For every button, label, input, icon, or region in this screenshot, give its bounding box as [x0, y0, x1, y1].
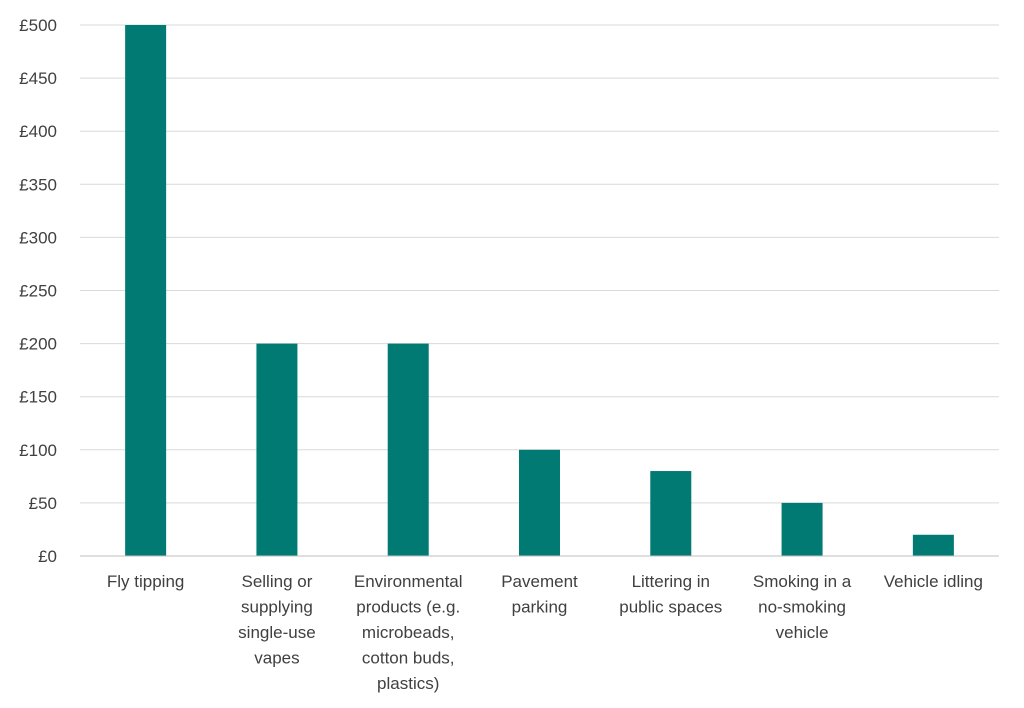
x-category-label: Vehicle idling	[884, 572, 983, 591]
x-category-label: Pavement parking	[501, 572, 578, 617]
x-category-label-line: supplying	[241, 598, 313, 617]
x-category-label-line: cotton buds,	[362, 649, 455, 668]
x-category-label: Environmental products (e.g. microbeads, co…	[354, 572, 463, 693]
x-category-label-line: public spaces	[619, 598, 722, 617]
x-category-label: Smoking in a no-smoking vehicle	[753, 572, 852, 642]
x-category-label-line: Environmental	[354, 572, 463, 591]
x-category-label-line: vehicle	[776, 623, 829, 642]
gridlines	[80, 24, 999, 504]
bar	[256, 343, 298, 556]
y-tick-label: £350	[19, 175, 57, 194]
x-category-label-line: parking	[512, 598, 568, 617]
x-category-label: Selling or supplying single-use vapes	[238, 572, 316, 668]
bar	[650, 471, 692, 556]
x-category-label-line: Fly tipping	[107, 572, 184, 591]
x-axis-category-labels: Fly tipping Selling or supplying single-use…	[107, 572, 983, 693]
x-category-label: Fly tipping	[107, 572, 184, 591]
bar	[912, 534, 954, 556]
x-category-label-line: single-use	[238, 623, 316, 642]
x-category-label: Littering in public spaces	[619, 572, 722, 617]
bar	[519, 449, 560, 556]
bar	[387, 343, 429, 556]
y-axis-tick-labels: £0 £50 £100 £150 £200 £250 £300 £350 £400 £450 £50…	[19, 16, 57, 566]
x-category-label-line: vapes	[254, 649, 299, 668]
y-tick-label: £100	[19, 441, 57, 460]
x-category-label-line: plastics)	[377, 674, 439, 693]
y-tick-label: £400	[19, 122, 57, 141]
y-tick-label: £450	[19, 69, 57, 88]
y-tick-label: £200	[19, 335, 57, 354]
x-category-label-line: products (e.g.	[356, 598, 460, 617]
x-category-label-line: Littering in	[632, 572, 710, 591]
y-tick-label: £300	[19, 228, 57, 247]
y-tick-label: £0	[38, 547, 57, 566]
y-tick-label: £50	[29, 494, 57, 513]
y-tick-label: £150	[19, 388, 57, 407]
bars	[125, 25, 954, 556]
x-category-label-line: Vehicle idling	[884, 572, 983, 591]
bar	[781, 502, 823, 556]
x-category-label-line: microbeads,	[362, 623, 455, 642]
y-tick-label: £250	[19, 282, 57, 301]
x-category-label-line: no-smoking	[758, 598, 846, 617]
x-category-label-line: Selling or	[241, 572, 312, 591]
y-tick-label: £500	[19, 16, 57, 35]
bar	[125, 25, 167, 556]
x-category-label-line: Smoking in a	[753, 572, 852, 591]
x-category-label-line: Pavement	[501, 572, 578, 591]
